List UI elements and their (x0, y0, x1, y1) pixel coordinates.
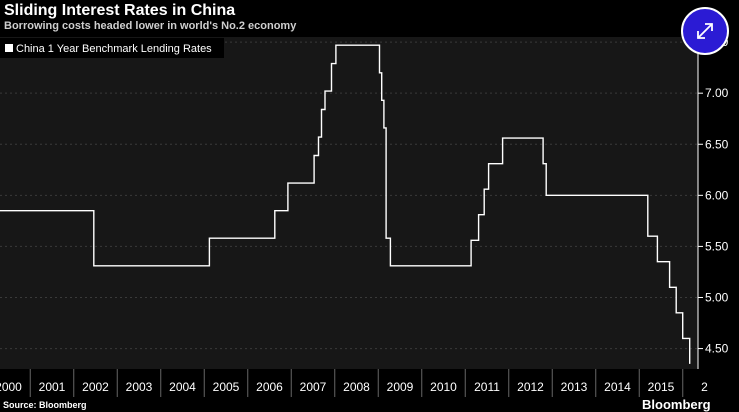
x-tick-label: 2009 (387, 380, 414, 394)
chart-subtitle: Borrowing costs headed lower in world's … (4, 20, 297, 32)
legend-label: China 1 Year Benchmark Lending Rates (16, 43, 212, 55)
x-tick-label: 2002 (82, 380, 109, 394)
x-axis-band (0, 369, 739, 399)
x-tick-label: 2006 (256, 380, 283, 394)
x-tick-label: 2001 (39, 380, 66, 394)
y-tick-label: 5.00 (705, 290, 729, 304)
y-tick-label: 6.00 (705, 188, 729, 202)
x-tick-label: 2007 (300, 380, 327, 394)
x-tick-label: 2011 (474, 380, 500, 394)
x-axis: 2000 2001 2002 2003 2004 2005 2006 2007 2008 2009… (0, 369, 739, 399)
x-tick-label: 2012 (517, 380, 544, 394)
chart-title: Sliding Interest Rates in China (4, 2, 236, 19)
legend: China 1 Year Benchmark Lending Rates (0, 38, 224, 58)
chart-header: Sliding Interest Rates in China Borrowin… (0, 0, 739, 36)
x-tick-label: 2013 (561, 380, 588, 394)
expand-button[interactable] (681, 7, 729, 55)
x-tick-label: 2000 (0, 380, 22, 394)
x-tick-label: 2015 (648, 380, 675, 394)
y-axis: 4.505.005.506.006.507.007.50 (697, 35, 729, 369)
x-tick-label: 2008 (343, 380, 370, 394)
expand-arrows-icon (697, 23, 713, 39)
x-tick-label: 2005 (213, 380, 240, 394)
source-note: Source: Bloomberg (3, 400, 87, 410)
x-tick-label: 2014 (604, 380, 631, 394)
legend-swatch (5, 44, 13, 52)
x-tick-label: 2003 (126, 380, 153, 394)
x-tick-label: 2 (701, 380, 708, 394)
y-tick-label: 5.50 (705, 239, 729, 253)
series-line-china-1y-lending-rate (0, 44, 691, 364)
bloomberg-brand: Bloomberg (642, 397, 711, 412)
x-tick-label: 2004 (169, 380, 196, 394)
y-tick-label: 7.00 (705, 86, 729, 100)
x-tick-label: 2010 (430, 380, 457, 394)
y-tick-label: 4.50 (705, 342, 729, 356)
plot-area (0, 37, 698, 369)
y-tick-label: 6.50 (705, 137, 729, 151)
